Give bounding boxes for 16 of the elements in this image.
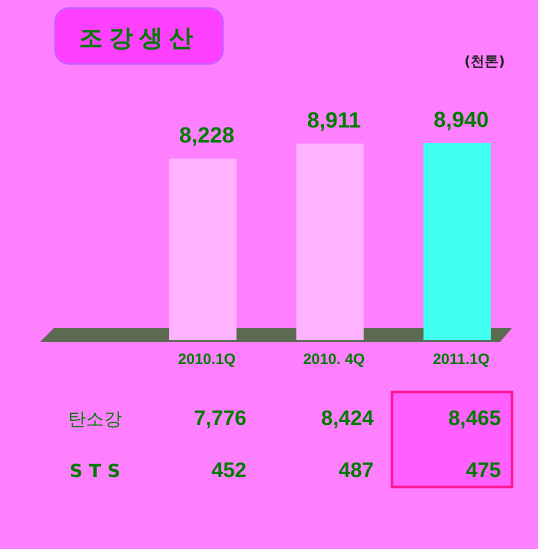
data-label: 8,940 <box>434 107 489 132</box>
text: 487 <box>338 459 374 482</box>
text: (천톤) <box>464 54 505 70</box>
text: 8,424 <box>321 407 374 430</box>
text: 452 <box>211 459 246 482</box>
chart-title: 조강생산 <box>79 24 199 52</box>
x-tick-label: 2010. 4Q <box>303 351 366 368</box>
x-tick-label: 2011.1Q <box>432 351 490 368</box>
text: 탄소강 <box>68 409 122 430</box>
x-tick-label: 2010.1Q <box>178 351 236 368</box>
data-label: 8,228 <box>179 122 234 148</box>
text: 475 <box>466 459 502 482</box>
text: 8,465 <box>448 407 502 430</box>
text: S T S <box>70 461 120 482</box>
text: 7,776 <box>194 407 246 430</box>
data-label: 8,911 <box>307 108 361 133</box>
